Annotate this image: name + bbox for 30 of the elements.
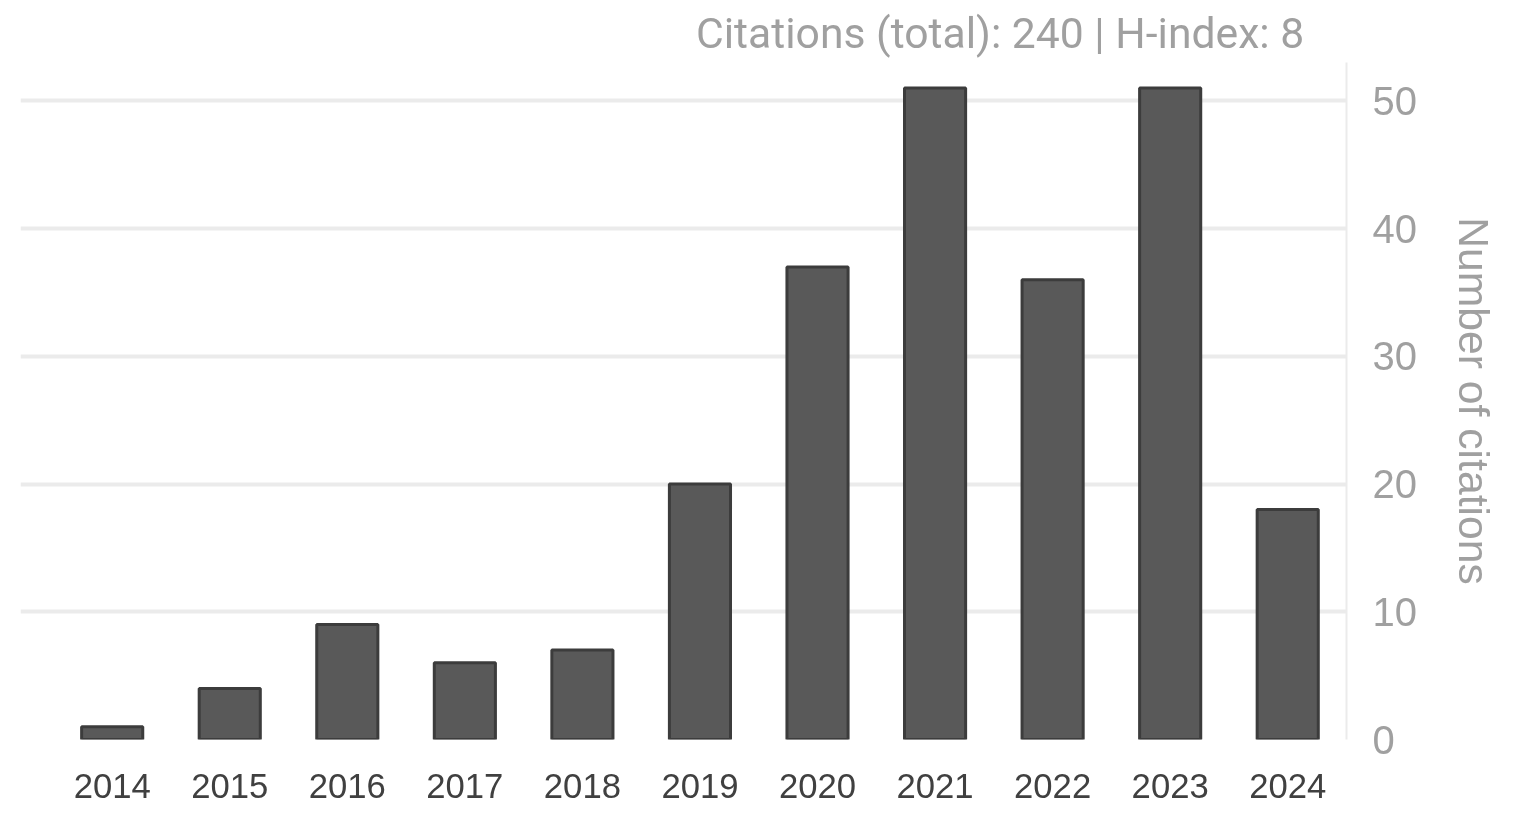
x-tick-label: 2021: [896, 766, 974, 805]
x-tick-label: 2015: [191, 766, 269, 805]
bar: [1020, 278, 1085, 740]
bar: [1255, 508, 1320, 740]
x-tick-label: 2023: [1131, 766, 1209, 805]
bar: [1138, 86, 1203, 740]
y-tick-label: 50: [1372, 78, 1417, 123]
bar: [785, 265, 850, 740]
x-tick-label: 2018: [543, 766, 621, 805]
y-tick-label: 40: [1372, 206, 1417, 251]
bar: [432, 661, 497, 740]
x-tick-label: 2020: [778, 766, 857, 805]
x-tick-label: 2016: [308, 766, 386, 805]
bar: [903, 86, 968, 740]
bar: [550, 648, 615, 740]
x-tick-label: 2017: [426, 766, 504, 805]
y-tick-label: 0: [1372, 717, 1395, 762]
y-tick-label: 20: [1372, 462, 1417, 507]
bar: [197, 686, 262, 740]
y-tick-label: 30: [1372, 334, 1417, 379]
bar: [667, 482, 733, 740]
x-tick-label: 2024: [1249, 766, 1327, 805]
x-tick-label: 2014: [73, 766, 151, 805]
bar: [80, 725, 145, 740]
y-tick-label: 10: [1372, 589, 1417, 634]
x-tick-label: 2022: [1014, 766, 1092, 805]
y-axis-title: Number of citations: [1449, 217, 1498, 585]
chart-title: Citations (total): 240 | H-index: 8: [695, 7, 1305, 58]
x-tick-label: 2019: [661, 766, 739, 805]
bar: [315, 623, 380, 740]
